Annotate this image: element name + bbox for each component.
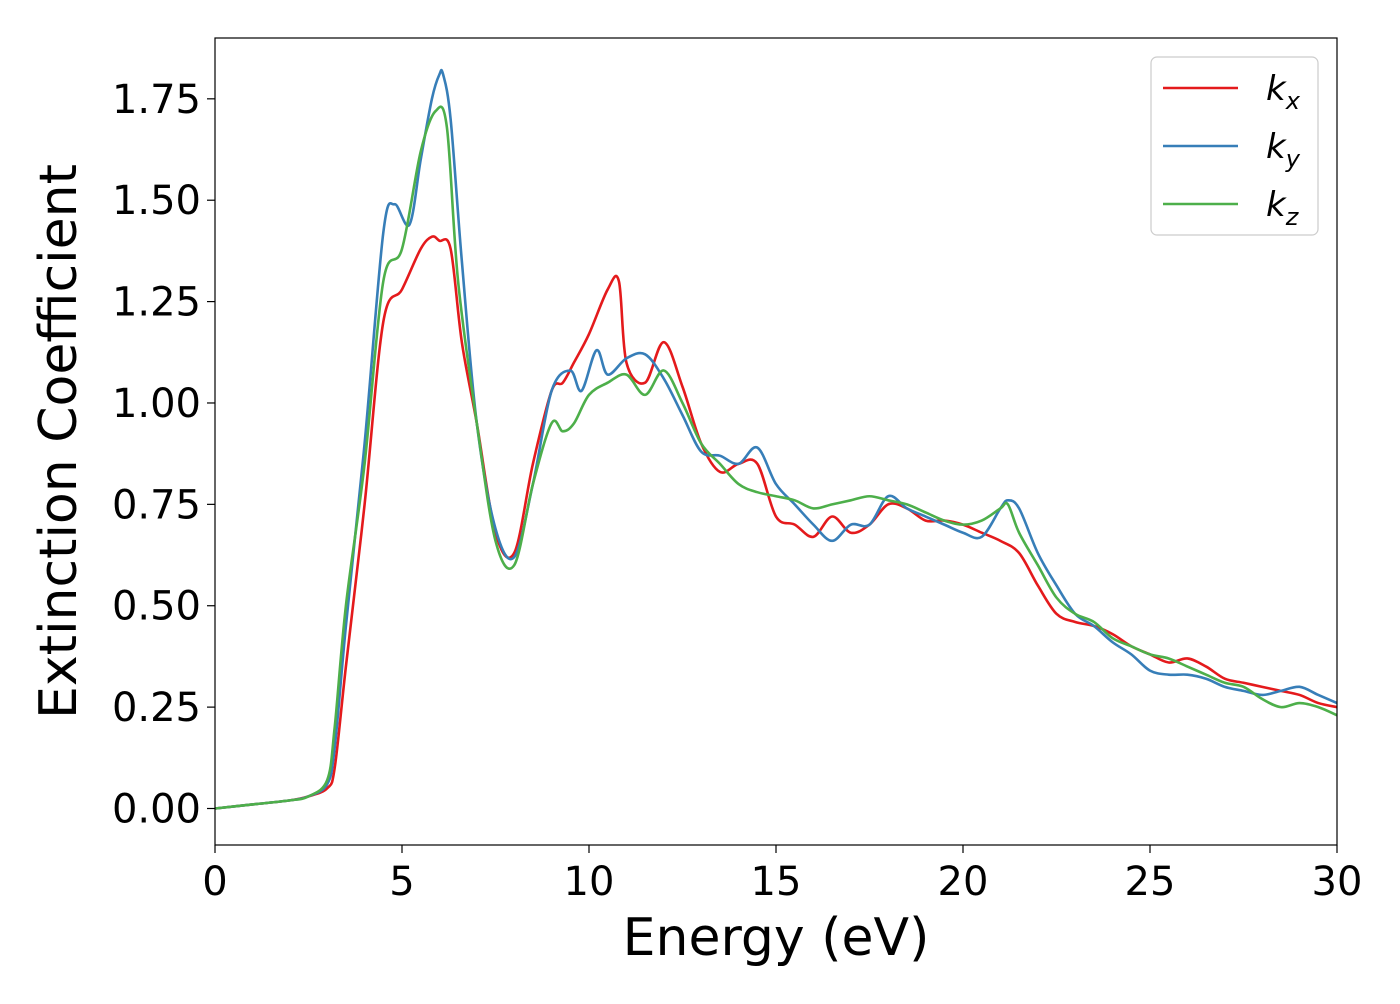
legend-label-main: k bbox=[1266, 69, 1287, 109]
legend-label-subscript: y bbox=[1285, 145, 1301, 173]
y-tick-label: 0.00 bbox=[112, 787, 201, 833]
legend-label-main: k bbox=[1266, 127, 1287, 167]
x-tick-label: 10 bbox=[564, 859, 615, 905]
x-axis-title: Energy (eV) bbox=[623, 908, 930, 968]
x-tick-label: 25 bbox=[1125, 859, 1176, 905]
x-tick-label: 5 bbox=[389, 859, 414, 905]
legend-label-subscript: x bbox=[1285, 87, 1301, 115]
y-tick-label: 0.25 bbox=[112, 685, 201, 731]
y-tick-label: 1.50 bbox=[112, 178, 201, 224]
x-axis-ticks: 0 5 10 15 20 25 30 bbox=[202, 845, 1362, 905]
legend-label-kz: kz bbox=[1266, 185, 1300, 231]
y-tick-label: 0.75 bbox=[112, 482, 201, 528]
plot-lines-group bbox=[215, 68, 1337, 810]
legend-label-kx: kx bbox=[1266, 69, 1301, 115]
y-axis-title: Extinction Coefficient bbox=[29, 164, 89, 719]
x-tick-label: 30 bbox=[1312, 859, 1363, 905]
legend-label-subscript: z bbox=[1285, 203, 1300, 231]
x-tick-label: 20 bbox=[938, 859, 989, 905]
series-line-kz bbox=[215, 105, 1337, 810]
y-tick-label: 1.25 bbox=[112, 280, 201, 326]
y-axis-ticks: 0.00 0.25 0.50 0.75 1.00 1.25 1.50 1.75 bbox=[112, 77, 215, 833]
series-line-ky bbox=[215, 68, 1337, 810]
y-tick-label: 1.75 bbox=[112, 77, 201, 123]
y-tick-label: 0.50 bbox=[112, 584, 201, 630]
legend-label-ky: ky bbox=[1266, 127, 1301, 173]
y-tick-label: 1.00 bbox=[112, 381, 201, 427]
x-tick-label: 15 bbox=[751, 859, 802, 905]
series-line-kx bbox=[215, 235, 1337, 810]
x-tick-label: 0 bbox=[202, 859, 227, 905]
legend-label-main: k bbox=[1266, 185, 1287, 225]
